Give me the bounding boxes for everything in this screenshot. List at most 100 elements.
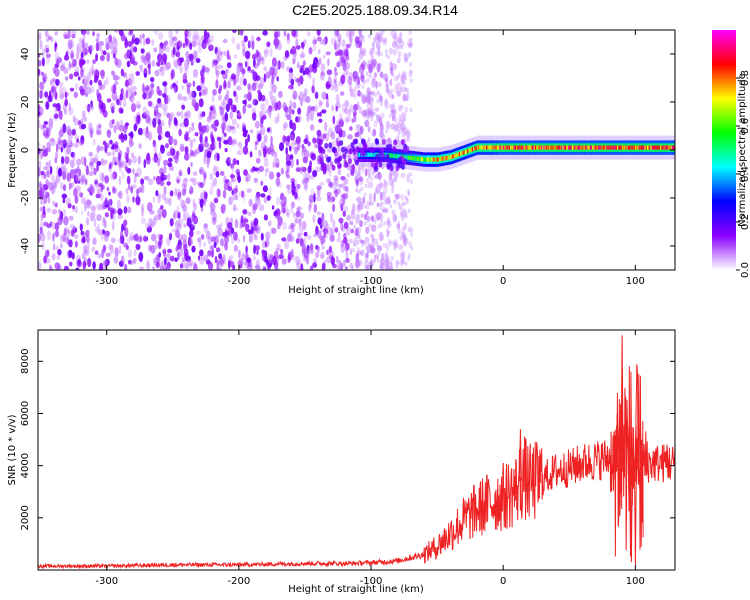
ridge-core [575,145,578,150]
noise-cell [84,178,88,186]
noise-cell [143,175,150,181]
noise-cell [154,69,160,77]
noise-cell [122,101,127,108]
noise-cell [338,38,341,48]
noise-cell [90,128,93,139]
noise-cell [74,134,79,140]
noise-cell [50,185,56,195]
noise-cell [330,228,335,235]
noise-cell [355,187,358,192]
noise-cell [215,70,220,76]
noise-cell [266,107,273,116]
noise-cell [85,58,91,65]
noise-cell [241,40,246,47]
noise-cell [242,234,246,243]
noise-cell [45,147,51,153]
noise-cell [84,92,89,98]
noise-cell [397,228,401,234]
noise-cell [51,253,56,261]
noise-cell [365,213,369,217]
noise-cell [290,248,294,258]
noise-cell [87,240,90,250]
noise-cell [138,143,142,149]
noise-cell [72,58,77,67]
noise-cell [310,247,314,255]
noise-cell [342,183,347,191]
noise-cell [80,123,87,130]
noise-cell [231,172,234,182]
noise-cell [209,208,216,216]
noise-cell [173,42,180,47]
noise-cell [409,172,413,177]
noise-cell [361,201,364,205]
noise-cell [247,66,251,72]
noise-cell [276,196,281,206]
noise-cell [219,84,223,92]
noise-cell [148,178,154,186]
noise-cell [94,153,99,163]
noise-cell [280,61,285,69]
noise-cell [368,223,372,228]
noise-cell [145,116,150,122]
noise-cell [256,249,259,256]
snr-spike [620,335,624,453]
noise-cell [252,53,257,60]
noise-cell [89,79,93,86]
noise-cell [153,143,157,154]
ridge-core [475,145,478,151]
noise-cell [116,199,121,210]
noise-cell [378,38,382,43]
noise-cell [87,106,91,112]
ridge-core [573,145,576,150]
noise-cell [313,192,316,203]
noise-cell [71,33,76,39]
noise-cell [358,41,363,49]
noise-cell [203,241,206,248]
noise-cell [111,85,115,94]
ridge-core [629,145,632,150]
noise-cell [377,224,381,229]
ridge-core [420,157,424,162]
noise-cell [366,218,369,223]
noise-cell [82,75,89,86]
noise-cell [122,160,128,169]
noise-cell [65,76,69,81]
noise-cell [397,72,401,77]
noise-cell [382,40,388,46]
noise-cell [320,238,324,246]
ridge-core [513,145,516,150]
ridge-core [532,145,535,150]
noise-cell [404,106,409,113]
noise-cell [233,90,237,97]
noise-cell [165,64,169,71]
noise-cell [152,117,157,128]
ridge-core [499,145,502,150]
noise-cell [166,45,170,53]
noise-cell [312,137,317,144]
noise-cell [376,202,380,208]
noise-cell [377,63,381,72]
ridge-core [590,145,594,150]
noise-cell [289,99,293,109]
noise-cell [372,238,376,246]
noise-cell [188,215,194,220]
noise-cell [73,234,79,240]
noise-cell [392,48,397,56]
noise-cell [252,204,256,215]
noise-cell [114,38,118,48]
noise-cell [297,107,302,115]
noise-cell [92,261,96,270]
noise-cell [360,221,364,226]
noise-cell [332,203,336,213]
noise-cell [103,232,109,242]
noise-cell [345,242,350,251]
noise-cell [111,70,115,76]
noise-cell [253,234,258,241]
noise-cell [62,209,67,217]
ridge-core [560,145,563,150]
noise-cell [249,259,253,268]
noise-cell [384,37,387,42]
noise-cell [222,72,228,80]
noise-cell [288,105,292,115]
noise-cell [63,227,67,236]
